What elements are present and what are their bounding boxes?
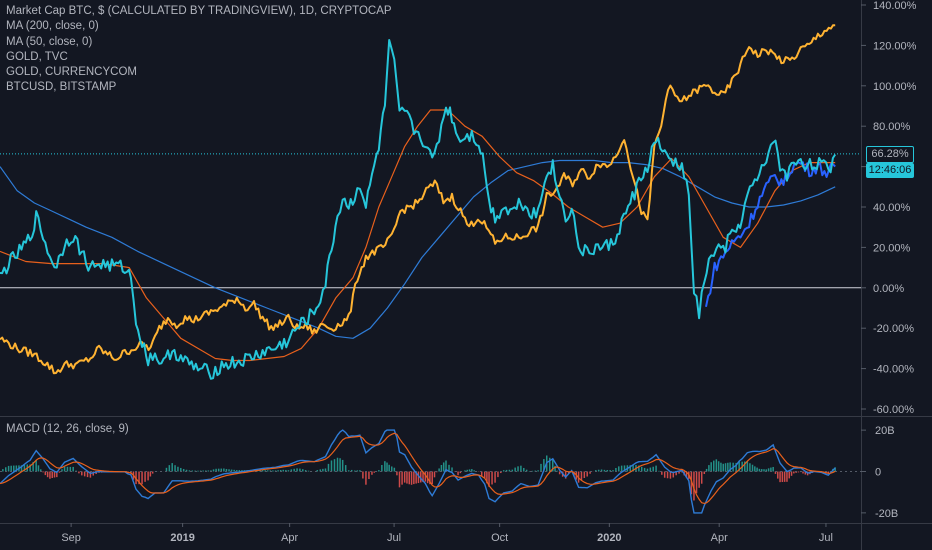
macd-tick-label: -20B [875,508,898,520]
y-tick-label: -60.00% [873,404,914,416]
y-tick-label: 40.00% [873,202,911,214]
price-axis[interactable]: 140.00%120.00%100.00%80.00%60.00%40.00%2… [861,0,917,416]
macd-axis[interactable]: 20B 0 -20B [861,425,898,520]
macd-line[interactable] [0,429,836,514]
x-tick-label: Apr [281,532,298,544]
x-tick-label: Oct [491,532,508,544]
legend-symbol-btc-market-cap[interactable]: Market Cap BTC, $ (CALCULATED BY TRADING… [6,5,392,17]
macd-legend[interactable]: MACD (12, 26, close, 9) [6,423,129,435]
legend-gold-tvc[interactable]: GOLD, TVC [6,50,68,63]
y-tick-label: 120.00% [873,40,917,52]
y-tick-label: 140.00% [873,0,917,12]
macd-signal-line[interactable] [0,432,836,505]
legend-btcusd-bitstamp[interactable]: BTCUSD, BITSTAMP [6,81,117,94]
y-tick-label: -20.00% [873,323,914,335]
chart-legend: Market Cap BTC, $ (CALCULATED BY TRADING… [6,4,392,96]
x-tick-label: Apr [711,532,728,544]
macd-tick-label: 0 [875,467,881,479]
last-price-tag: 66.28% [866,146,914,163]
y-tick-label: 0.00% [873,283,904,295]
series-line-btc[interactable] [0,39,837,380]
x-tick-label: 2019 [170,532,194,544]
x-tick-label: Jul [387,532,401,544]
legend-gold-currencycom[interactable]: GOLD, CURRENCYCOM [6,66,137,79]
legend-ma200[interactable]: MA (200, close, 0) [6,20,99,33]
macd-pane[interactable] [0,429,861,514]
time-axis[interactable]: Sep 2019 Apr Jul Oct 2020 Apr Jul [61,523,833,544]
y-tick-label: 20.00% [873,242,911,254]
x-tick-label: Jul [819,532,833,544]
y-tick-label: 100.00% [873,81,917,93]
y-tick-label: -40.00% [873,364,914,376]
macd-tick-label: 20B [875,425,895,437]
series-line-ma200[interactable] [0,159,836,339]
series-line-gold[interactable] [0,24,836,375]
y-tick-label: 80.00% [873,121,911,133]
x-tick-label: Sep [61,532,81,544]
bar-countdown-tag: 12:46:06 [866,163,914,178]
price-pane[interactable] [0,24,861,380]
series-line-ma50[interactable] [0,109,836,362]
legend-ma50[interactable]: MA (50, close, 0) [6,35,93,48]
x-tick-label: 2020 [597,532,621,544]
